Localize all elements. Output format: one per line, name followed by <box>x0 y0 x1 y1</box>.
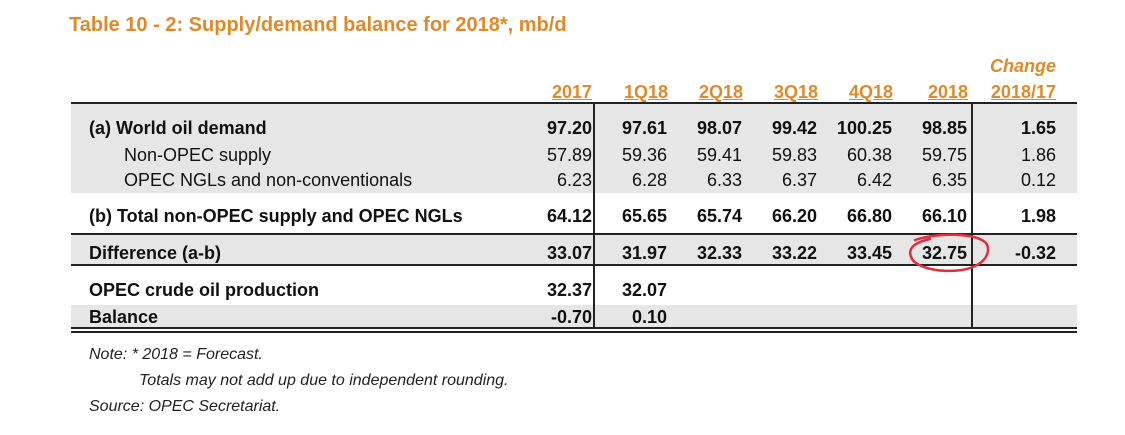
cell-diff-1q18: 31.97 <box>621 243 667 263</box>
col-header-2017: 2017 <box>551 82 592 102</box>
rule-difference-bottom <box>71 264 1077 266</box>
cell-ngls-4q18: 6.42 <box>856 170 892 190</box>
cell-crude-1q18: 32.07 <box>621 280 667 300</box>
cell-total-3q18: 66.20 <box>771 206 817 226</box>
col-header-2q18: 2Q18 <box>698 82 743 102</box>
row-label-total-non-opec: (b) Total non-OPEC supply and OPEC NGLs <box>89 206 463 226</box>
cell-diff-2q18: 32.33 <box>696 243 742 263</box>
cell-demand-3q18: 99.42 <box>771 118 817 138</box>
row-label-world-oil-demand: (a) World oil demand <box>89 118 267 138</box>
note-rounding: Totals may not add up due to independent… <box>139 372 509 389</box>
cell-demand-2018: 98.85 <box>921 118 967 138</box>
cell-diff-change: -0.32 <box>1014 243 1056 263</box>
cell-ngls-1q18: 6.28 <box>631 170 667 190</box>
cell-nonopec-1q18: 59.36 <box>621 145 667 165</box>
col-header-2018: 2018 <box>927 82 968 102</box>
col-header-change-period: 2018/17 <box>990 82 1056 102</box>
cell-ngls-2018: 6.35 <box>931 170 967 190</box>
cell-nonopec-2017: 57.89 <box>546 145 592 165</box>
row-label-balance: Balance <box>89 307 159 327</box>
note-source: Source: OPEC Secretariat. <box>89 398 281 415</box>
cell-total-4q18: 66.80 <box>846 206 892 226</box>
shaded-band-demand <box>71 104 1077 193</box>
cell-diff-2018: 32.75 <box>921 243 967 263</box>
cell-ngls-3q18: 6.37 <box>781 170 817 190</box>
cell-demand-4q18: 100.25 <box>836 118 892 138</box>
cell-total-change: 1.98 <box>1020 206 1056 226</box>
note-forecast: Note: * 2018 = Forecast. <box>89 346 263 363</box>
rule-difference-top <box>71 233 1077 235</box>
cell-diff-4q18: 33.45 <box>846 243 892 263</box>
cell-demand-1q18: 97.61 <box>621 118 667 138</box>
cell-demand-2017: 97.20 <box>546 118 592 138</box>
col-header-change: Change <box>989 56 1056 76</box>
rule-bottom-2 <box>71 331 1077 333</box>
cell-total-2q18: 65.74 <box>696 206 742 226</box>
cell-ngls-2017: 6.23 <box>556 170 592 190</box>
cell-ngls-2q18: 6.33 <box>706 170 742 190</box>
cell-diff-2017: 33.07 <box>546 243 592 263</box>
rule-top <box>71 102 1077 104</box>
shaded-band-difference <box>71 235 1077 264</box>
row-label-opec-crude: OPEC crude oil production <box>89 280 320 300</box>
col-header-1q18: 1Q18 <box>623 82 668 102</box>
cell-total-2018: 66.10 <box>921 206 967 226</box>
col-header-3q18: 3Q18 <box>773 82 818 102</box>
row-label-difference: Difference (a-b) <box>89 243 222 263</box>
cell-nonopec-change: 1.86 <box>1020 145 1056 165</box>
cell-crude-2017: 32.37 <box>546 280 592 300</box>
cell-diff-3q18: 33.22 <box>771 243 817 263</box>
rule-vertical-2017 <box>593 102 595 329</box>
cell-ngls-change: 0.12 <box>1020 170 1056 190</box>
rule-bottom-1 <box>71 327 1077 329</box>
table-title: Table 10 - 2: Supply/demand balance for … <box>69 14 567 36</box>
rule-vertical-2018 <box>971 102 973 329</box>
cell-demand-2q18: 98.07 <box>696 118 742 138</box>
row-label-non-opec-supply: Non-OPEC supply <box>124 145 272 165</box>
col-header-4q18: 4Q18 <box>848 82 893 102</box>
cell-nonopec-2018: 59.75 <box>921 145 967 165</box>
cell-nonopec-4q18: 60.38 <box>846 145 892 165</box>
cell-balance-1q18: 0.10 <box>631 307 667 327</box>
cell-total-2017: 64.12 <box>546 206 592 226</box>
cell-nonopec-2q18: 59.41 <box>696 145 742 165</box>
row-label-opec-ngls: OPEC NGLs and non-conventionals <box>124 170 413 190</box>
cell-nonopec-3q18: 59.83 <box>771 145 817 165</box>
cell-total-1q18: 65.65 <box>621 206 667 226</box>
shaded-band-balance <box>71 305 1077 327</box>
cell-balance-2017: -0.70 <box>550 307 592 327</box>
cell-demand-change: 1.65 <box>1020 118 1056 138</box>
